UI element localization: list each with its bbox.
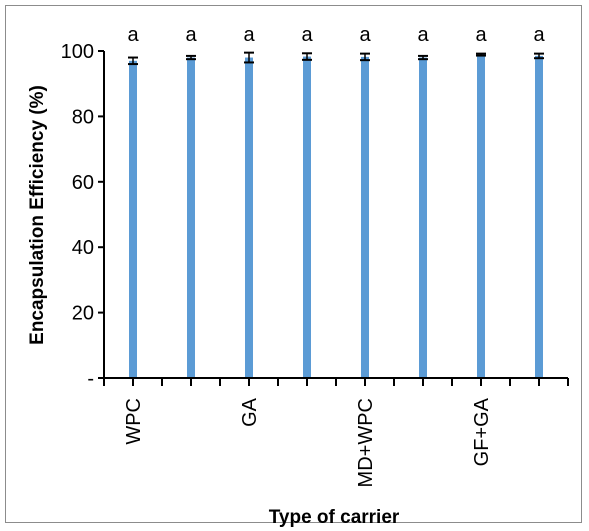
y-axis-title: Encapsulation Efficiency (%)	[27, 85, 48, 345]
y-ticks-group: - 20 40 60 80 100	[61, 41, 104, 390]
error-bars-group	[128, 51, 544, 66]
significance-label: a	[185, 24, 197, 46]
bar	[477, 54, 485, 379]
significance-label: a	[359, 24, 371, 46]
bars-group	[129, 54, 543, 379]
bar	[129, 60, 137, 379]
significance-label: a	[533, 24, 545, 46]
bar	[245, 57, 253, 378]
y-tick-label: 80	[72, 106, 94, 128]
x-tick-label: MD+WPC	[355, 398, 377, 487]
bar	[361, 56, 369, 379]
y-tick-label: 40	[72, 237, 94, 259]
x-axis-title: Type of carrier	[269, 507, 400, 528]
bar	[419, 57, 427, 378]
y-tick-label: 100	[61, 41, 94, 63]
significance-label: a	[417, 24, 429, 46]
significance-label: a	[301, 24, 313, 46]
x-tick-label: GA	[239, 397, 261, 427]
x-ticks-group: WPC GA MD+WPC GF+GA	[103, 378, 569, 487]
x-tick-label: GF+GA	[471, 397, 493, 466]
x-tick-label: WPC	[123, 398, 145, 445]
chart-frame	[5, 5, 582, 523]
bar	[187, 57, 195, 378]
y-tick-label: 60	[72, 172, 94, 194]
significance-label: a	[127, 24, 139, 46]
bar	[303, 56, 311, 379]
y-tick-label: 20	[72, 303, 94, 325]
bar	[535, 55, 543, 378]
y-tick-label: -	[87, 368, 94, 390]
significance-label: a	[475, 24, 487, 46]
significance-label: a	[243, 24, 255, 46]
